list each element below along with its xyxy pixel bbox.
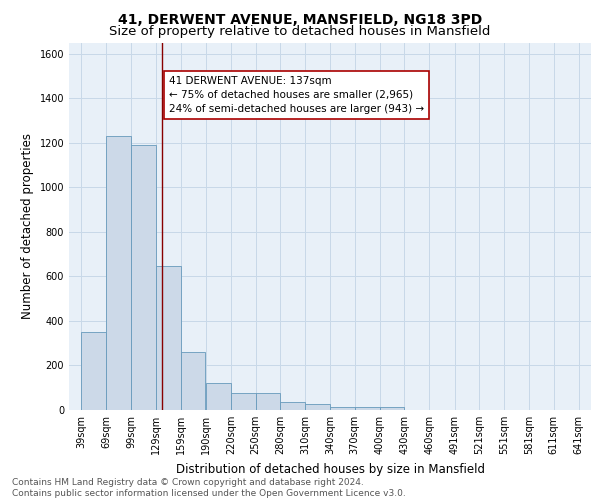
Bar xyxy=(131,145,156,410)
Bar xyxy=(156,266,181,410)
Text: 41 DERWENT AVENUE: 137sqm
← 75% of detached houses are smaller (2,965)
24% of se: 41 DERWENT AVENUE: 137sqm ← 75% of detac… xyxy=(169,76,424,114)
Bar xyxy=(106,136,131,410)
Bar xyxy=(231,394,256,410)
Y-axis label: Number of detached properties: Number of detached properties xyxy=(21,133,34,320)
X-axis label: Distribution of detached houses by size in Mansfield: Distribution of detached houses by size … xyxy=(176,462,485,475)
Bar xyxy=(181,352,205,410)
Bar xyxy=(256,394,280,410)
Bar xyxy=(305,404,330,410)
Bar xyxy=(380,406,404,410)
Text: Size of property relative to detached houses in Mansfield: Size of property relative to detached ho… xyxy=(109,25,491,38)
Bar xyxy=(355,406,380,410)
Text: 41, DERWENT AVENUE, MANSFIELD, NG18 3PD: 41, DERWENT AVENUE, MANSFIELD, NG18 3PD xyxy=(118,12,482,26)
Bar xyxy=(330,406,355,410)
Text: Contains HM Land Registry data © Crown copyright and database right 2024.
Contai: Contains HM Land Registry data © Crown c… xyxy=(12,478,406,498)
Bar xyxy=(82,332,106,410)
Bar xyxy=(280,402,305,410)
Bar xyxy=(206,384,231,410)
